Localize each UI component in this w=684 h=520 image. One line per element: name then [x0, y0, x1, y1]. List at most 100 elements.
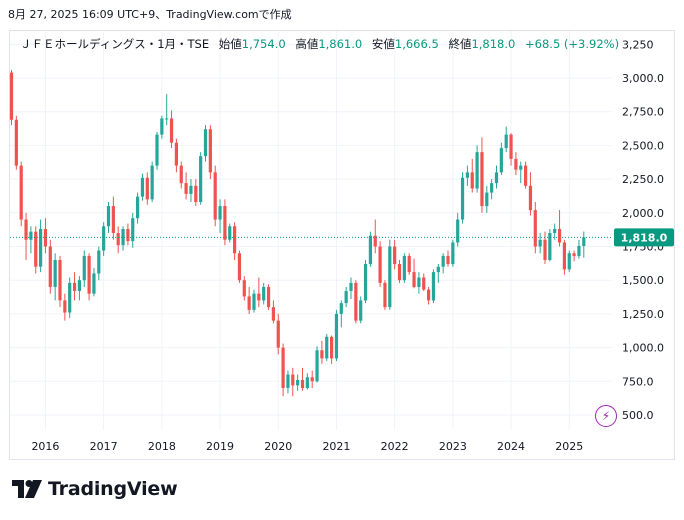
open-label: 始値 [218, 37, 242, 51]
candle-body [325, 336, 329, 359]
candle-body [475, 152, 479, 189]
candle-body [116, 233, 120, 246]
candle-body [203, 129, 208, 157]
y-tick-label: 2,750.0 [622, 106, 664, 119]
lightning-bolt-icon[interactable]: ⚡ [595, 405, 617, 427]
y-tick-label: 1,500.0 [622, 274, 664, 287]
candle-body [165, 118, 169, 120]
brand-name: TradingView [48, 478, 178, 500]
candle-body [567, 253, 571, 270]
candle-body [446, 255, 450, 265]
candle-body [417, 277, 421, 287]
x-tick-label: 2016 [31, 440, 59, 453]
candle-body [490, 183, 494, 193]
candle-body [189, 185, 193, 194]
candle-body [68, 282, 72, 313]
candle-body [557, 228, 562, 243]
candle-body [509, 134, 513, 159]
candle-body [422, 277, 426, 290]
candle-body [218, 206, 222, 220]
candle-body [136, 196, 140, 219]
candle-body [169, 118, 174, 143]
candle-body [485, 192, 489, 207]
time-axis[interactable]: 2016 2017 2018 2019 2020 2021 2022 2023 2024 2025 [31, 440, 583, 453]
candle-body [257, 293, 261, 301]
candle-body [208, 129, 212, 173]
tradingview-brand[interactable]: TradingView [12, 478, 178, 500]
snapshot-caption: 8月 27, 2025 16:09 UTC+9、TradingView.comで… [8, 8, 292, 21]
candle-body [504, 134, 508, 149]
candle-body [499, 148, 503, 173]
candle-body [354, 282, 358, 321]
candle-body [300, 379, 305, 389]
open-value: 1,754.0 [241, 37, 286, 51]
candle-body [184, 183, 188, 194]
candle-body [572, 253, 576, 256]
candle-body [315, 350, 319, 382]
price-axis[interactable]: 500.0750.01,000.01,250.01,500.01,750.02,… [622, 38, 664, 422]
candle-body [320, 350, 324, 359]
candle-body [548, 233, 552, 260]
candle-body [344, 290, 348, 304]
close-value: 1,818.0 [471, 37, 516, 51]
x-tick-label: 2022 [381, 440, 409, 453]
candle-body [528, 185, 533, 211]
candle-body [543, 239, 547, 260]
y-tick-label: 750.0 [622, 375, 654, 388]
candle-body [402, 255, 406, 281]
candle-body [310, 377, 314, 382]
candle-body [339, 303, 343, 314]
high-value: 1,861.0 [318, 37, 363, 51]
candle-body [53, 259, 57, 287]
candle-body [441, 255, 445, 267]
candle-body [538, 239, 542, 247]
candle-body [519, 165, 523, 170]
candle-body [63, 300, 67, 313]
low-label: 安値 [371, 37, 395, 51]
candle-body [378, 246, 382, 283]
candle-body [271, 307, 275, 321]
candle-body [393, 246, 397, 265]
candle-body [92, 273, 96, 294]
candle-body [97, 250, 101, 274]
candle-body [291, 374, 295, 386]
candle-body [577, 245, 581, 256]
candle-body [407, 255, 411, 273]
last-price-marker: 1,818.0 [10, 228, 674, 247]
y-tick-label: 3,000.0 [622, 72, 664, 85]
candle-body [330, 336, 334, 359]
candle-body [87, 255, 91, 294]
candle-body [194, 185, 198, 203]
candle-body [237, 253, 242, 281]
candle-body [465, 172, 469, 178]
candle-body [77, 280, 81, 291]
candle-body [39, 228, 43, 267]
candle-body [14, 119, 18, 166]
candle-body [140, 177, 145, 197]
candle-body [223, 206, 227, 240]
y-tick-label: 1,250.0 [622, 308, 664, 321]
candle-body [266, 286, 271, 308]
candle-body [368, 235, 372, 265]
x-tick-label: 2024 [497, 440, 525, 453]
candle-body [582, 237, 586, 246]
y-tick-label: 3,250 [622, 38, 654, 51]
last-price-badge [614, 228, 674, 247]
change-value: +68.5 (+3.92%) [525, 37, 620, 51]
x-tick-label: 2017 [90, 440, 118, 453]
candle-body [397, 264, 402, 281]
candle-body [470, 172, 474, 189]
candle-body [19, 165, 23, 220]
y-tick-label: 2,250.0 [622, 173, 664, 186]
candle-body [24, 219, 28, 240]
candle-body [431, 272, 436, 301]
y-tick-label: 2,000.0 [622, 207, 664, 220]
candle-body [276, 320, 280, 348]
candle-body [262, 286, 266, 301]
last-price-label: 1,818.0 [621, 231, 668, 244]
close-label: 終値 [448, 37, 472, 51]
candle-body [412, 272, 416, 287]
candle-body [388, 246, 392, 308]
candle-body [305, 377, 309, 389]
